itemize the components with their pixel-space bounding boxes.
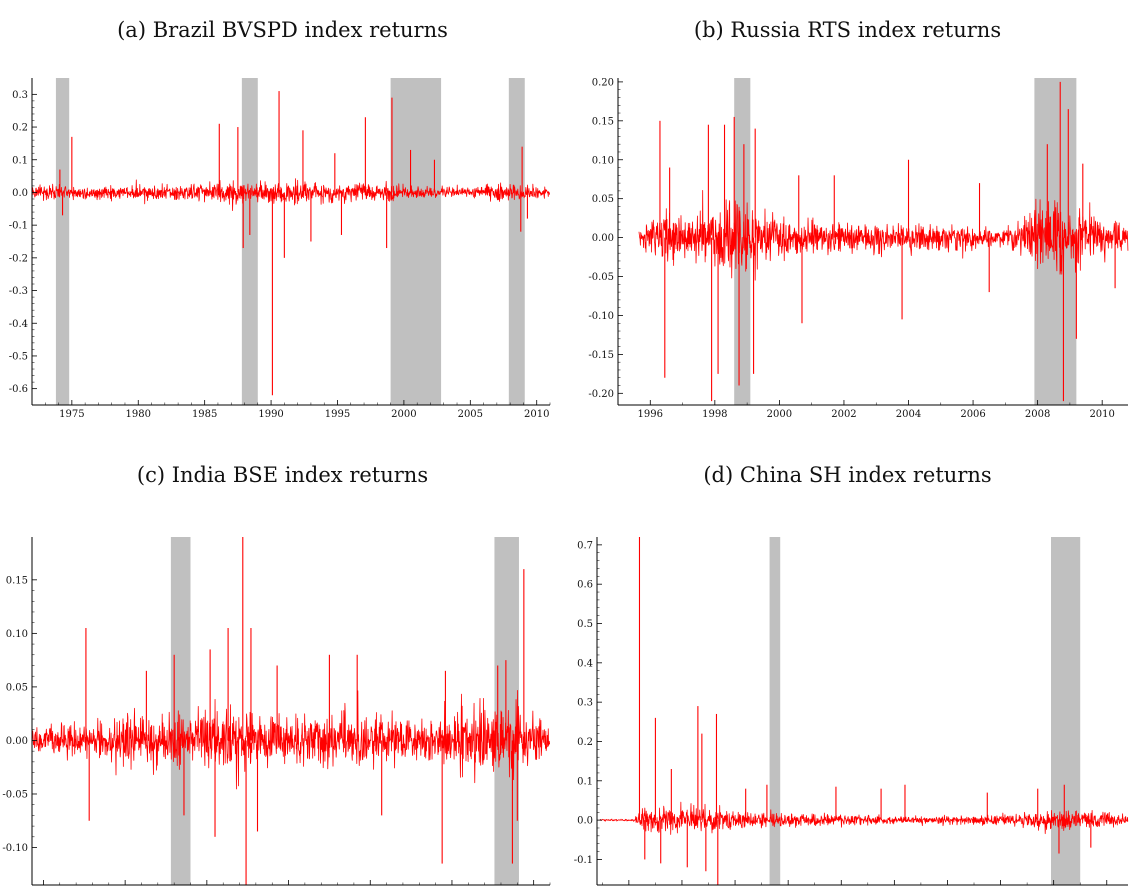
- x-tick-label: 2006: [960, 409, 985, 420]
- y-tick-label: -0.15: [588, 350, 614, 361]
- y-tick-label: -0.10: [588, 311, 614, 322]
- y-tick-label: 0.05: [6, 682, 28, 693]
- brazil-returns-chart: -0.6 -0.5 -0.4 -0.3 -0.2 -0.1 0.0 0.1 0.2 0.3 1975…: [9, 78, 551, 420]
- y-tick-label: -0.5: [9, 351, 28, 362]
- panel-russia: (b) Russia RTS index returns -0.20 -0.15-…: [565, 0, 1130, 443]
- y-tick-label: -0.1: [9, 221, 28, 232]
- chart-title: (a) Brazil BVSPD index returns: [117, 18, 448, 42]
- y-tick-label: 0.15: [592, 116, 614, 127]
- chart-title: (d) China SH index returns: [703, 463, 992, 487]
- y-tick-label: 0.10: [6, 629, 28, 640]
- returns-series-line: [599, 801, 1129, 835]
- returns-series-line: [31, 178, 551, 212]
- chart-title: (c) India BSE index returns: [136, 463, 429, 487]
- y-tick-label: -0.4: [9, 319, 28, 330]
- russia-returns-chart: -0.20 -0.15 -0.10 -0.05 0.00 0.05 0.10 0.15 0.20…: [588, 77, 1129, 420]
- y-tick-label: 0.05: [592, 194, 614, 205]
- y-tick-label: 0.1: [12, 155, 28, 166]
- y-tick-label: 0.1: [577, 776, 593, 787]
- shaded-period: [508, 78, 525, 405]
- y-tick-label: 0.4: [577, 658, 593, 669]
- y-tick-label: 0.3: [577, 698, 593, 709]
- x-tick-label: 2005: [458, 409, 483, 420]
- panel-india: (c) India BSE index returns -0.10 -0.05 0.…: [0, 443, 565, 886]
- panel-brazil: (a) Brazil BVSPD index returns -0.6 -0.5-…: [0, 0, 565, 443]
- x-tick-label: 1998: [702, 409, 727, 420]
- x-tick-label: 1980: [126, 409, 151, 420]
- x-tick-label: 2000: [391, 409, 416, 420]
- shaded-period: [769, 537, 781, 885]
- y-tick-label: 0.10: [592, 155, 614, 166]
- y-tick-label: -0.20: [588, 389, 614, 400]
- shaded-period: [170, 537, 191, 885]
- x-tick-label: 2010: [1089, 409, 1114, 420]
- y-tick-label: 0.20: [592, 77, 614, 88]
- shaded-period: [390, 78, 442, 405]
- x-tick-label: 2008: [1025, 409, 1050, 420]
- returns-series-line: [638, 190, 1129, 281]
- y-tick-label: -0.3: [9, 286, 28, 297]
- y-tick-label: 0.2: [577, 737, 593, 748]
- y-tick-label: -0.2: [9, 253, 28, 264]
- y-tick-label: -0.6: [9, 384, 28, 395]
- x-tick-label: 1985: [192, 409, 217, 420]
- y-tick-label: -0.1: [574, 855, 593, 866]
- y-tick-label: -0.10: [2, 843, 28, 854]
- y-tick-label: 0.00: [6, 736, 28, 747]
- shaded-period: [494, 537, 519, 885]
- x-tick-label: 2010: [524, 409, 549, 420]
- y-tick-label: 0.2: [12, 123, 28, 134]
- chart-title: (b) Russia RTS index returns: [693, 18, 1002, 42]
- x-tick-label: 1975: [59, 409, 84, 420]
- y-tick-label: -0.05: [2, 789, 28, 800]
- china-returns-chart: -0.10.00.10.20.30.40.50.60.7199219941996…: [574, 537, 1129, 886]
- y-tick-label: 0.6: [577, 580, 593, 591]
- y-tick-label: 0.0: [577, 816, 593, 827]
- x-tick-label: 1995: [325, 409, 350, 420]
- panel-china: (d) China SH index returns -0.1 0.0 0.1 0.2…: [565, 443, 1130, 886]
- x-tick-label: 2002: [831, 409, 856, 420]
- india-returns-chart: -0.10-0.050.000.050.100.1519801985199019…: [2, 537, 551, 886]
- y-tick-label: -0.05: [588, 272, 614, 283]
- y-tick-label: 0.0: [12, 188, 28, 199]
- x-tick-label: 2000: [767, 409, 792, 420]
- shaded-period: [55, 78, 70, 405]
- y-tick-label: 0.15: [6, 575, 28, 586]
- x-tick-label: 2004: [896, 409, 921, 420]
- shaded-period: [1051, 537, 1081, 885]
- x-tick-label: 1990: [258, 409, 283, 420]
- y-tick-label: 0.7: [577, 540, 593, 551]
- y-tick-label: 0.5: [577, 619, 593, 630]
- returns-series-line: [31, 690, 551, 792]
- y-tick-label: 0.3: [12, 90, 28, 101]
- y-tick-label: 0.00: [592, 233, 614, 244]
- x-tick-label: 1996: [638, 409, 663, 420]
- shaded-period: [241, 78, 258, 405]
